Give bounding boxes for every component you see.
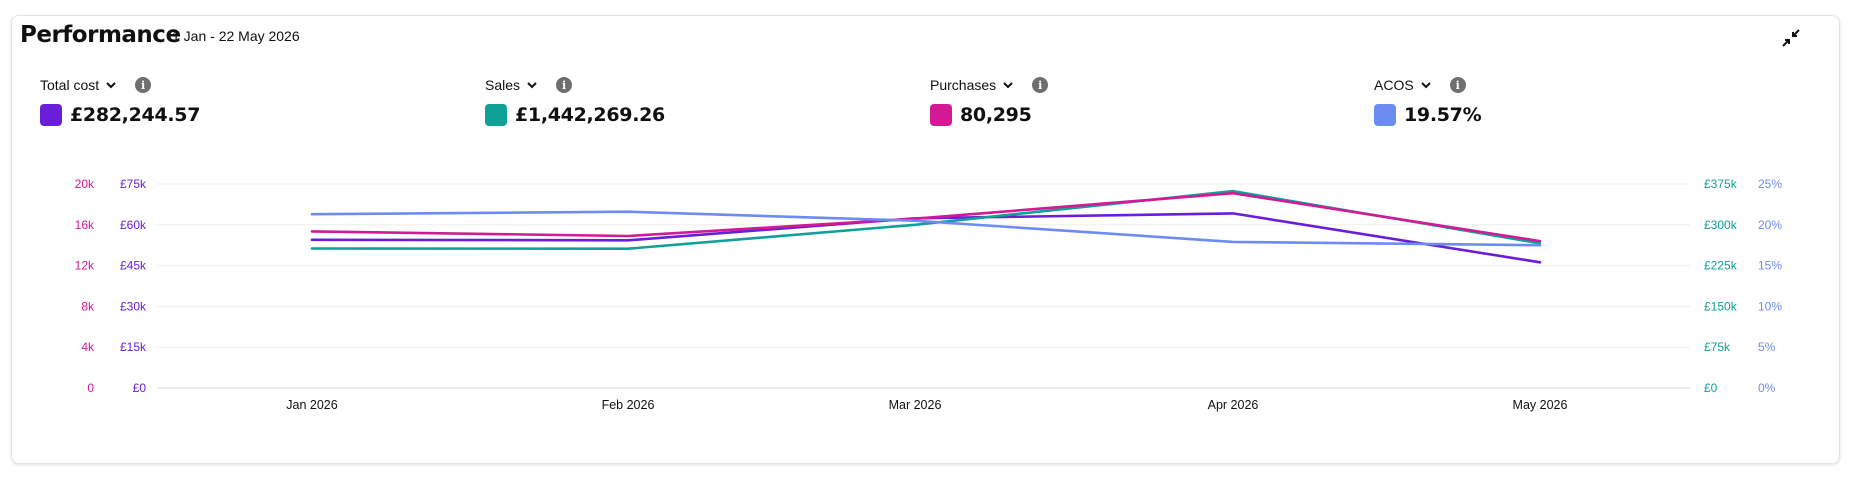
metric-total-cost: Total cost i £282,244.57 bbox=[40, 74, 200, 126]
axis-tick-label: £225k bbox=[1704, 259, 1738, 273]
metric-label: Sales bbox=[485, 77, 521, 93]
axis-tick-label: £15k bbox=[120, 340, 147, 354]
axis-tick-label: £375k bbox=[1704, 177, 1738, 191]
axis-tick-label: 8k bbox=[81, 299, 95, 313]
metric-label: Total cost bbox=[40, 77, 100, 93]
metric-label: Purchases bbox=[930, 77, 997, 93]
chevron-down-icon bbox=[1420, 82, 1431, 89]
axis-tick-label: 20k bbox=[75, 177, 95, 191]
series-line-purchases bbox=[310, 191, 1542, 243]
axis-tick-label: £60k bbox=[120, 218, 147, 232]
axis-tick-label: 0% bbox=[1758, 381, 1776, 395]
axis-tick-label: 12k bbox=[75, 259, 95, 273]
color-swatch[interactable] bbox=[930, 104, 952, 126]
x-axis-label: Jan 2026 bbox=[286, 398, 337, 412]
metric-acos: ACOS i 19.57% bbox=[1374, 74, 1482, 126]
axis-tick-label: £0 bbox=[1704, 381, 1718, 395]
metric-value: 19.57% bbox=[1404, 104, 1482, 126]
axis-tick-label: £75k bbox=[1704, 340, 1731, 354]
metric-value: £282,244.57 bbox=[70, 104, 201, 126]
series-line-acos bbox=[310, 210, 1542, 247]
axis-tick-label: 10% bbox=[1758, 299, 1782, 313]
metric-value: 80,295 bbox=[960, 104, 1032, 126]
info-icon[interactable]: i bbox=[1449, 77, 1466, 93]
metric-selector-acos[interactable]: ACOS i bbox=[1374, 74, 1481, 96]
color-swatch[interactable] bbox=[1374, 104, 1396, 126]
x-axis-label: Feb 2026 bbox=[602, 398, 655, 412]
metric-sales: Sales i £1,442,269.26 bbox=[485, 74, 665, 126]
metric-selector-total-cost[interactable]: Total cost i bbox=[40, 74, 200, 96]
chevron-down-icon bbox=[106, 82, 116, 89]
axis-tick-label: £45k bbox=[120, 259, 147, 273]
metric-selector-sales[interactable]: Sales i bbox=[485, 74, 665, 96]
collapse-arrows-icon[interactable] bbox=[1781, 28, 1801, 48]
color-swatch[interactable] bbox=[40, 104, 62, 126]
color-swatch[interactable] bbox=[485, 104, 507, 126]
metric-purchases: Purchases i 80,295 bbox=[930, 74, 1049, 126]
axis-tick-label: £300k bbox=[1704, 218, 1738, 232]
axis-tick-label: £75k bbox=[120, 177, 147, 191]
axis-tick-label: £0 bbox=[133, 381, 147, 395]
chevron-down-icon bbox=[527, 82, 537, 89]
info-icon[interactable]: i bbox=[135, 77, 152, 93]
metric-selector-purchases[interactable]: Purchases i bbox=[930, 74, 1049, 96]
axis-tick-label: 15% bbox=[1758, 259, 1782, 273]
chevron-down-icon bbox=[1003, 82, 1013, 89]
axis-tick-label: 0 bbox=[87, 381, 94, 395]
date-range: 1 Jan - 22 May 2026 bbox=[172, 28, 300, 44]
axis-tick-label: 4k bbox=[81, 340, 95, 354]
metric-value: £1,442,269.26 bbox=[515, 104, 665, 126]
x-axis-label: Mar 2026 bbox=[889, 398, 942, 412]
info-icon[interactable]: i bbox=[556, 77, 573, 93]
x-axis-label: Apr 2026 bbox=[1208, 398, 1259, 412]
axis-tick-label: 25% bbox=[1758, 177, 1782, 191]
info-icon[interactable]: i bbox=[1032, 77, 1049, 93]
axis-tick-label: £30k bbox=[120, 299, 147, 313]
axis-tick-label: 5% bbox=[1758, 340, 1776, 354]
metric-label: ACOS bbox=[1374, 77, 1414, 93]
page-title: Performance bbox=[20, 22, 181, 48]
axis-tick-label: £150k bbox=[1704, 299, 1738, 313]
x-axis-label: May 2026 bbox=[1513, 398, 1568, 412]
axis-tick-label: 20% bbox=[1758, 218, 1782, 232]
axis-tick-label: 16k bbox=[75, 218, 95, 232]
